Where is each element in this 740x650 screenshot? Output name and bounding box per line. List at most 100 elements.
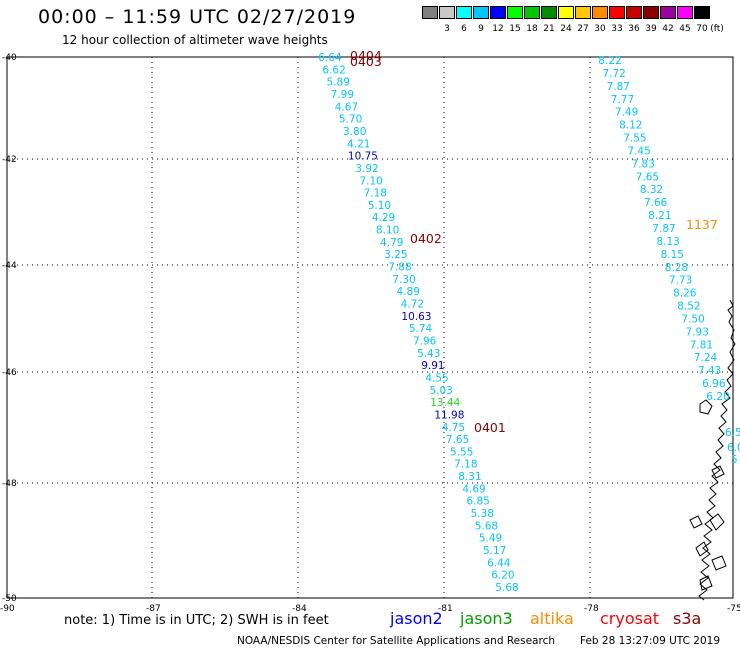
swh-value: 4.89 xyxy=(397,286,420,298)
swh-value: 6.96 xyxy=(702,378,726,390)
legend-swatch xyxy=(473,6,489,19)
swh-value: 8.31 xyxy=(458,471,481,483)
lon-label: -90 xyxy=(0,604,15,614)
swh-value: 8.52 xyxy=(677,301,700,313)
track-label: 0403 xyxy=(350,54,382,69)
swh-value: 7.96 xyxy=(413,335,437,347)
legend-label: 3 xyxy=(444,24,450,34)
swh-value: 10.63 xyxy=(401,311,431,323)
legend-sat-altika: altika xyxy=(530,609,574,628)
swh-value: 4.21 xyxy=(347,138,370,150)
legend-swatch xyxy=(677,6,693,19)
swh-value: 5.17 xyxy=(483,545,506,557)
legend-swatch xyxy=(694,6,710,19)
legend-swatch xyxy=(541,6,557,19)
legend-sat-cryosat: cryosat xyxy=(600,609,660,628)
legend-swatch xyxy=(558,6,574,19)
legend-label: 39 xyxy=(645,24,657,34)
ground-track-0401-0404: 6.646.625.897.994.675.703.804.2110.753.9… xyxy=(318,52,518,594)
graticule xyxy=(7,57,733,598)
legend-label: 70 xyxy=(696,24,708,34)
coastline-south-america xyxy=(698,299,736,601)
swh-value: 8.15 xyxy=(661,249,684,261)
legend-sat-s3a: s3a xyxy=(673,609,702,628)
swh-value: 6.62 xyxy=(322,64,345,76)
swh-value: 7.18 xyxy=(454,459,477,471)
legend-label: 21 xyxy=(543,24,555,34)
legend-swatch xyxy=(439,6,455,19)
legend-swatch xyxy=(626,6,642,19)
swh-value: 13.44 xyxy=(430,397,460,409)
edge-values: 6.59 6.05 xyxy=(725,427,740,466)
legend-swatch xyxy=(575,6,591,19)
swh-value: 7.77 xyxy=(611,94,634,106)
swh-value: 7.87 xyxy=(607,81,630,93)
legend-sat-jason3: jason3 xyxy=(460,609,513,628)
legend-label: 42 xyxy=(662,24,674,34)
swh-value: 7.10 xyxy=(359,175,382,187)
swh-value: 4.67 xyxy=(335,101,358,113)
credit-line: NOAA/NESDIS Center for Satellite Applica… xyxy=(237,635,555,647)
swh-value: 3.25 xyxy=(384,249,407,261)
swh-value: 7.55 xyxy=(623,133,646,145)
swh-value: 7.18 xyxy=(364,188,387,200)
lat-label: -44 xyxy=(2,261,17,271)
swh-value: 5.89 xyxy=(327,77,350,89)
swh-value: 7.65 xyxy=(446,434,469,446)
swh-value: 6.59 xyxy=(725,427,740,439)
legend-swatch xyxy=(524,6,540,19)
legend-label: 12 xyxy=(492,24,504,34)
swh-value: 3.92 xyxy=(355,163,378,175)
legend-label: 15 xyxy=(509,24,521,34)
swh-value: 7.50 xyxy=(681,313,704,325)
swh-value: 8.26 xyxy=(673,288,697,300)
swh-value: 8.28 xyxy=(665,262,688,274)
track-label: 1137 xyxy=(686,217,718,232)
swh-value: 5.10 xyxy=(368,200,391,212)
swh-value: 6.20 xyxy=(491,570,514,582)
legend-swatch xyxy=(456,6,472,19)
lon-label: -78 xyxy=(584,604,599,614)
swh-value: 6.64 xyxy=(318,52,342,64)
swh-value: 7.83 xyxy=(632,158,655,170)
swh-value: 7.49 xyxy=(615,107,638,119)
swh-value: 10.75 xyxy=(348,151,378,163)
legend-label: 6 xyxy=(461,24,467,34)
swh-value: 7.99 xyxy=(331,89,354,101)
swh-value: 7.43 xyxy=(698,365,721,377)
swh-value: 8.10 xyxy=(376,225,399,237)
swh-value: 5.74 xyxy=(409,323,433,335)
track-label: 0401 xyxy=(474,420,506,435)
legend-sat-jason2: jason2 xyxy=(390,609,443,628)
axis-labels: -40 -42 -44 -46 -48 -50-90 -87 -84 -81 -78 -75 xyxy=(0,53,740,614)
swh-value: 7.65 xyxy=(636,171,659,183)
swh-value: 8.32 xyxy=(640,184,663,196)
lon-label: -84 xyxy=(292,604,307,614)
lat-label: -40 xyxy=(2,53,17,63)
legend-swatch xyxy=(507,6,523,19)
lat-label: -50 xyxy=(2,594,17,604)
map-subtitle: 12 hour collection of altimeter wave hei… xyxy=(62,33,328,47)
swh-value: 5.43 xyxy=(417,348,440,360)
swh-value: 5.38 xyxy=(471,508,494,520)
legend-label: 36 xyxy=(628,24,640,34)
swh-value: 5.03 xyxy=(429,385,452,397)
legend-label: 24 xyxy=(560,24,572,34)
swh-value: 4.55 xyxy=(425,372,448,384)
legend-swatch xyxy=(660,6,676,19)
swh-value: 8.13 xyxy=(656,236,679,248)
swh-value: 7.88 xyxy=(388,262,411,274)
swh-value: 7.81 xyxy=(690,339,713,351)
swh-value: 3.80 xyxy=(343,126,366,138)
legend-label: 45 xyxy=(679,24,691,34)
swh-value: 7.45 xyxy=(627,145,650,157)
swh-value: 8.21 xyxy=(648,210,671,222)
lon-label: -87 xyxy=(146,604,161,614)
footer-note: note: 1) Time is in UTC; 2) SWH is in fe… xyxy=(64,613,329,628)
swh-value: 5.49 xyxy=(479,533,502,545)
legend-swatch xyxy=(490,6,506,19)
track-label: 0402 xyxy=(410,231,442,246)
swh-value: 7.72 xyxy=(602,68,625,80)
